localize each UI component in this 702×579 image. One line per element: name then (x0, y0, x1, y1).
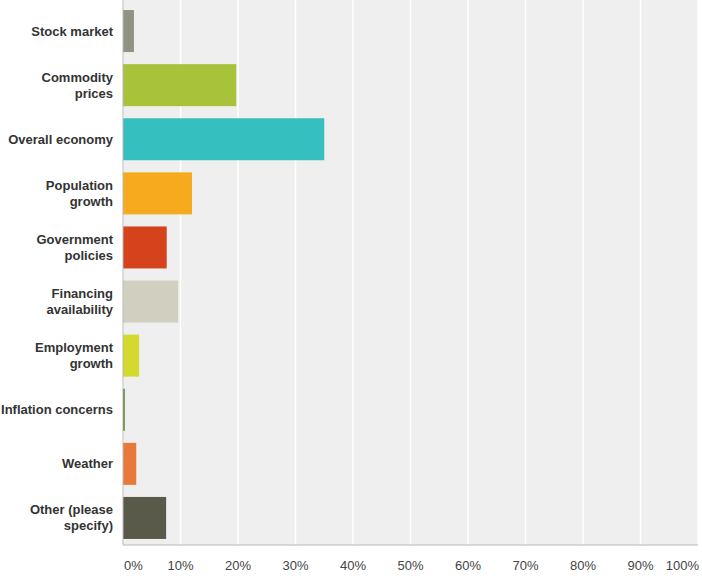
category-label-line: Financing (52, 286, 113, 301)
tick-label: 100% (666, 558, 700, 573)
category-label: Governmentpolicies (36, 232, 113, 263)
category-label-line: specify) (64, 518, 113, 533)
category-label-line: Commodity (42, 70, 114, 85)
tick-label: 10% (167, 558, 193, 573)
category-label-line: growth (70, 194, 113, 209)
category-label-line: Stock market (31, 24, 113, 39)
category-label-line: Inflation concerns (1, 402, 113, 417)
tick-label: 50% (397, 558, 423, 573)
category-label-line: Weather (62, 456, 113, 471)
category-label-line: prices (75, 86, 113, 101)
bars (123, 10, 324, 539)
category-label-line: Other (please (30, 502, 113, 517)
category-label-line: growth (70, 356, 113, 371)
category-label-line: Government (36, 232, 113, 247)
grid-line (410, 0, 412, 545)
bar (123, 10, 134, 52)
tick-label: 60% (455, 558, 481, 573)
bar (123, 64, 236, 106)
category-label-line: Employment (35, 340, 114, 355)
chart: Stock market Commodityprices Overall econo… (0, 0, 702, 579)
category-label: Financingavailability (47, 286, 114, 317)
tick-label: 40% (340, 558, 366, 573)
category-label: Stock market (31, 24, 113, 39)
tick-label: 20% (225, 558, 251, 573)
bar (123, 335, 139, 377)
grid-line (582, 0, 584, 545)
bar (123, 497, 166, 539)
category-label-line: availability (47, 302, 114, 317)
category-label: Populationgrowth (46, 178, 113, 209)
plot-background (123, 0, 698, 545)
category-label: Inflation concerns (1, 402, 113, 417)
bar (123, 118, 324, 160)
category-label-line: Population (46, 178, 113, 193)
grid-line (352, 0, 354, 545)
x-axis-line (123, 545, 698, 546)
tick-label: 70% (512, 558, 538, 573)
tick-label: 90% (627, 558, 653, 573)
bar (123, 226, 167, 268)
grid-line (237, 0, 239, 545)
category-label-line: Overall economy (8, 132, 114, 147)
bar (123, 281, 178, 323)
grid-line (640, 0, 642, 545)
category-label-line: policies (65, 248, 113, 263)
bar (123, 443, 136, 485)
category-label: Overall economy (8, 132, 114, 147)
grid-line (697, 0, 699, 545)
grid-line (525, 0, 527, 545)
bar (123, 172, 192, 214)
y-axis-line (123, 0, 124, 545)
category-label: Commodityprices (42, 70, 114, 101)
tick-label: 80% (570, 558, 596, 573)
grid-line (295, 0, 297, 545)
category-label: Weather (62, 456, 113, 471)
tick-label: 30% (282, 558, 308, 573)
grid-line (467, 0, 469, 545)
category-label: Employmentgrowth (35, 340, 114, 371)
category-label: Other (pleasespecify) (30, 502, 113, 533)
tick-label: 0% (124, 558, 143, 573)
